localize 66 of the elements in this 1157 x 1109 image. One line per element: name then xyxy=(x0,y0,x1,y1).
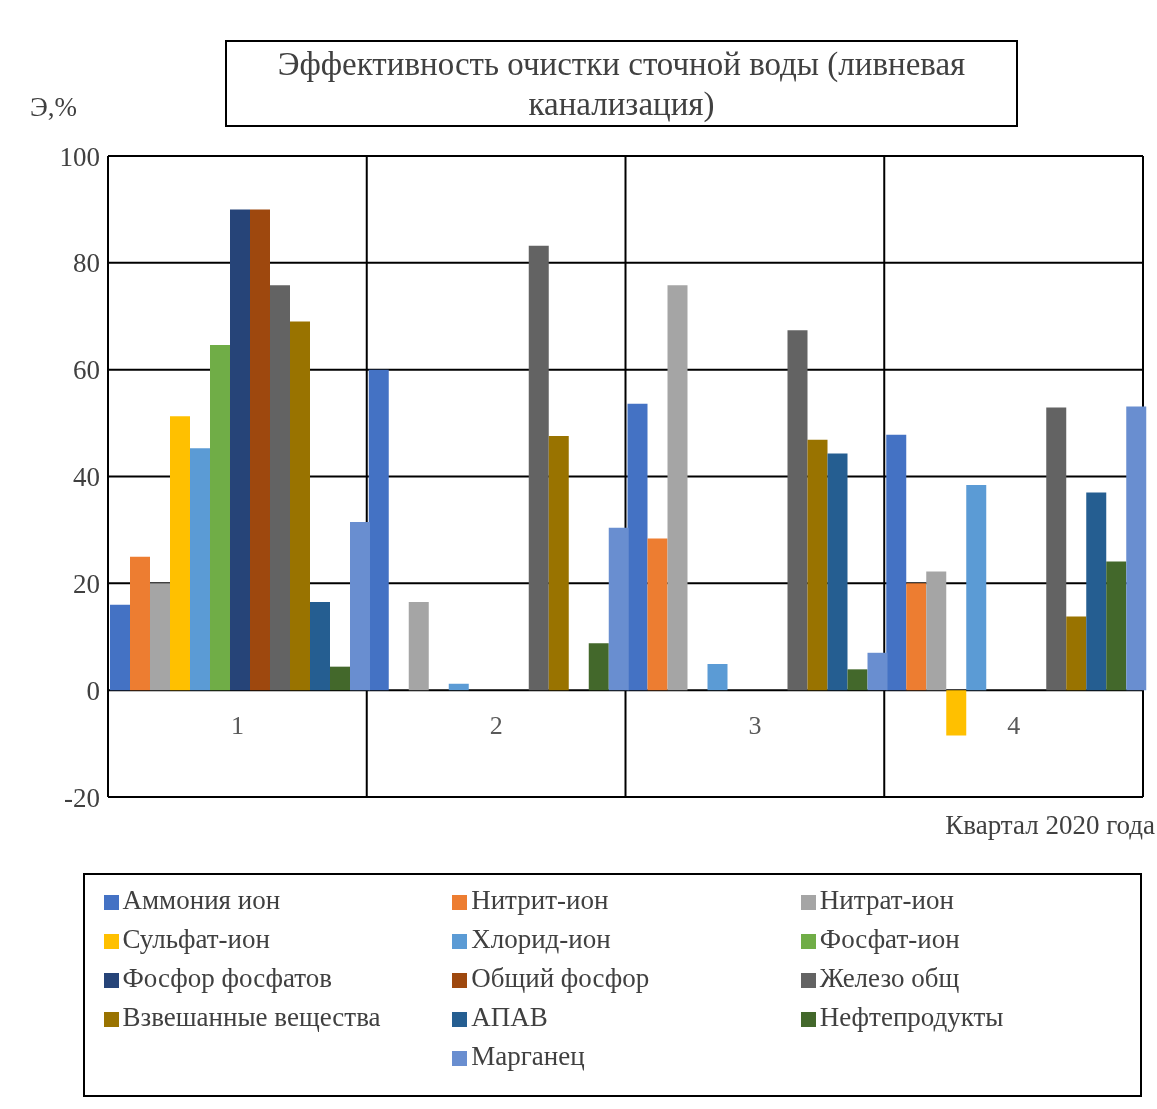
bar xyxy=(130,556,150,691)
bar xyxy=(608,527,629,691)
y-tick-label: 0 xyxy=(86,675,100,706)
bar xyxy=(906,583,927,691)
bar xyxy=(926,571,947,691)
bar xyxy=(290,321,310,691)
legend-label: Нитрат-ион xyxy=(819,885,954,915)
y-tick-label: 80 xyxy=(73,248,100,279)
bar xyxy=(210,345,230,691)
chart-title: Эффективность очистки сточной воды (ливневая канализация) xyxy=(225,40,1018,127)
bar xyxy=(250,209,270,691)
bar xyxy=(110,604,130,691)
x-tick-label: 4 xyxy=(1007,711,1021,741)
x-tick-label: 2 xyxy=(489,711,503,741)
legend-label: Хлорид-ион xyxy=(471,924,611,954)
bar xyxy=(1046,407,1067,691)
bar xyxy=(707,663,728,691)
x-tick-label: 3 xyxy=(748,711,762,741)
y-axis-title: Э,% xyxy=(30,92,78,123)
legend-label: Нитрит-ион xyxy=(471,885,609,915)
legend-label: Фосфат-ион xyxy=(819,924,960,954)
bar xyxy=(886,434,907,691)
bar xyxy=(330,666,350,691)
y-tick-label: 100 xyxy=(59,141,100,172)
y-tick-label: -20 xyxy=(64,782,100,813)
x-axis-title: Квартал 2020 года xyxy=(945,810,1155,841)
bar xyxy=(368,369,389,691)
bar xyxy=(787,330,808,691)
x-tick-label: 1 xyxy=(230,711,244,741)
bar xyxy=(588,643,609,691)
bar xyxy=(528,245,549,691)
bar xyxy=(548,435,569,691)
bar xyxy=(847,669,868,691)
legend-label: Фосфор фосфатов xyxy=(122,963,333,993)
y-tick-label: 20 xyxy=(73,568,100,599)
legend-label: Аммония ион xyxy=(122,885,281,915)
bar xyxy=(1126,406,1147,691)
bar xyxy=(448,683,469,691)
bar xyxy=(1106,561,1127,691)
bar xyxy=(827,453,848,691)
legend-label: Нефтепродукты xyxy=(819,1002,1004,1032)
bar xyxy=(350,521,370,691)
bar xyxy=(807,439,828,691)
y-tick-label: 40 xyxy=(73,462,100,493)
legend-label: Железо общ xyxy=(819,963,960,993)
bar xyxy=(408,602,429,691)
legend-label: Марганец xyxy=(471,1041,585,1071)
bar xyxy=(867,652,888,691)
bar xyxy=(230,209,250,691)
legend-label: Общий фосфор xyxy=(471,963,650,993)
bar xyxy=(150,583,170,691)
bar xyxy=(667,285,688,691)
bar xyxy=(270,285,290,691)
legend-label: Взвешанные вещества xyxy=(122,1002,381,1032)
y-tick-label: 60 xyxy=(73,355,100,386)
bar xyxy=(946,690,967,736)
bar xyxy=(190,448,210,691)
bar xyxy=(1086,492,1107,691)
bar xyxy=(170,416,190,691)
legend-label: Сульфат-ион xyxy=(122,924,270,954)
bar xyxy=(647,538,668,691)
legend-label: АПАВ xyxy=(471,1002,548,1032)
bar xyxy=(966,485,987,691)
bar xyxy=(627,403,648,691)
bar xyxy=(310,602,330,691)
bar xyxy=(1066,616,1087,691)
